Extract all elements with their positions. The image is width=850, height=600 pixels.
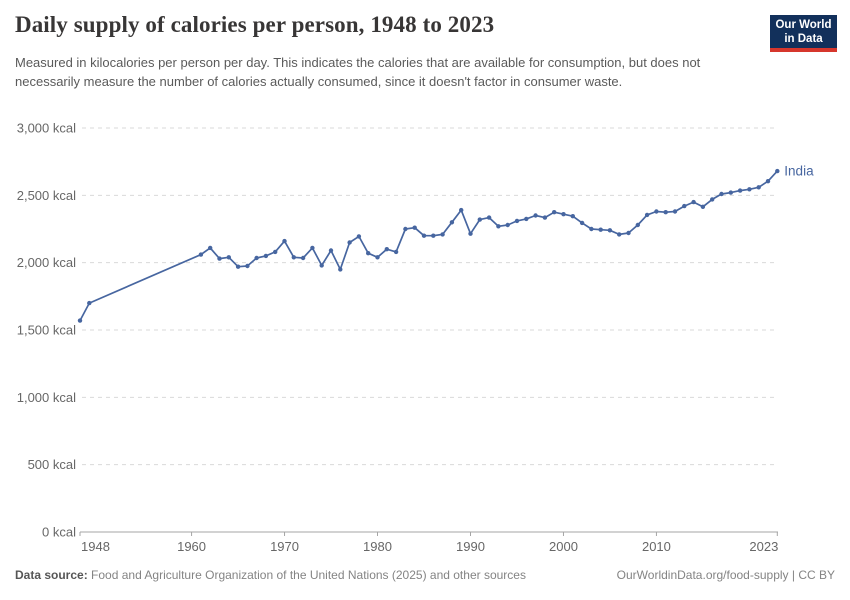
line-path xyxy=(79,170,779,322)
data-point xyxy=(384,247,389,252)
data-point xyxy=(338,267,343,272)
data-point xyxy=(226,255,231,260)
data-source-text: Food and Agriculture Organization of the… xyxy=(87,568,526,582)
data-point xyxy=(505,222,510,228)
x-tick-label: 2000 xyxy=(549,539,578,554)
data-point xyxy=(552,210,557,215)
data-point xyxy=(291,255,296,260)
line-chart: 0 kcal 500 kcal 1,000 kcal 1,500 kcal 2,000 … xyxy=(17,121,814,555)
data-point xyxy=(77,318,83,323)
data-point xyxy=(747,187,752,192)
data-point xyxy=(449,220,455,225)
data-point xyxy=(719,191,724,197)
data-point xyxy=(672,209,678,214)
x-tick-label: 1948 xyxy=(81,539,110,554)
data-point xyxy=(542,215,548,220)
chart-subtitle: Measured in kilocalories per person per … xyxy=(15,55,701,89)
x-tick-label: 1990 xyxy=(456,539,485,554)
data-point xyxy=(459,207,464,213)
owid-logo-line1: Our World xyxy=(775,19,832,31)
y-tick-label: 0 kcal xyxy=(42,525,76,540)
data-point xyxy=(393,249,399,255)
owid-url-link[interactable]: OurWorldinData.org/food-supply | CC BY xyxy=(616,568,835,582)
data-point xyxy=(263,253,269,259)
series-india-line xyxy=(77,168,780,323)
data-point xyxy=(235,264,241,269)
data-point xyxy=(486,215,492,220)
data-point xyxy=(589,226,594,232)
data-point xyxy=(366,251,371,256)
data-point xyxy=(245,263,250,269)
data-point xyxy=(728,190,733,195)
data-point xyxy=(421,233,427,238)
data-point xyxy=(310,245,315,251)
data-point xyxy=(208,245,213,251)
x-axis: 1948 1960 1970 1980 1990 2000 2010 2023 xyxy=(79,531,778,554)
x-tick-label: 2010 xyxy=(642,539,671,554)
data-point xyxy=(775,168,780,174)
data-point xyxy=(700,204,706,209)
y-tick-label: 500 kcal xyxy=(28,457,77,472)
data-point xyxy=(654,209,659,214)
data-point xyxy=(524,216,529,222)
data-point xyxy=(431,233,436,238)
data-point xyxy=(682,203,687,209)
data-point xyxy=(644,212,650,218)
data-point xyxy=(273,249,278,255)
data-point xyxy=(496,224,501,229)
data-point xyxy=(328,248,334,253)
data-point xyxy=(319,263,324,268)
x-tick-label: 1980 xyxy=(363,539,392,554)
chart-footer: Data source: Food and Agriculture Organi… xyxy=(15,568,835,582)
data-point xyxy=(403,226,408,232)
data-point xyxy=(617,232,622,237)
data-point xyxy=(440,232,445,237)
page-title: Daily supply of calories per person, 194… xyxy=(15,12,495,37)
data-point xyxy=(561,212,566,217)
data-point xyxy=(477,217,482,222)
data-point xyxy=(607,228,613,233)
data-point xyxy=(468,231,473,236)
data-point xyxy=(347,240,352,245)
x-tick-label: 1960 xyxy=(177,539,206,554)
data-point xyxy=(570,214,575,219)
data-point xyxy=(87,300,92,306)
data-point xyxy=(737,188,743,193)
data-point xyxy=(598,227,603,232)
series-label-india: India xyxy=(784,164,814,179)
data-point xyxy=(300,255,306,261)
data-point xyxy=(533,213,538,218)
data-point xyxy=(375,255,380,260)
data-point xyxy=(765,179,771,184)
y-tick-label: 1,500 kcal xyxy=(17,323,76,338)
data-point xyxy=(514,218,520,224)
data-point xyxy=(663,210,668,215)
y-tick-label: 3,000 kcal xyxy=(17,121,76,136)
data-point xyxy=(198,252,204,257)
data-point xyxy=(282,238,287,244)
x-tick-label: 2023 xyxy=(749,539,778,554)
x-tick-label: 1970 xyxy=(270,539,299,554)
data-point xyxy=(254,255,259,261)
data-point xyxy=(635,222,640,228)
gridlines: 0 kcal 500 kcal 1,000 kcal 1,500 kcal 2,000 … xyxy=(17,121,778,540)
data-point xyxy=(626,230,631,236)
data-point xyxy=(412,225,417,230)
y-tick-label: 2,500 kcal xyxy=(17,188,76,203)
owid-logo[interactable]: Our World in Data xyxy=(770,15,837,52)
y-tick-label: 1,000 kcal xyxy=(17,390,76,405)
owid-logo-line2: in Data xyxy=(784,33,823,45)
data-point xyxy=(356,234,362,239)
y-tick-label: 2,000 kcal xyxy=(17,255,76,270)
data-source-label: Data source: xyxy=(15,568,88,582)
data-point xyxy=(579,220,585,226)
data-point xyxy=(710,197,715,202)
data-point xyxy=(756,185,761,190)
data-point xyxy=(217,256,222,261)
data-point xyxy=(691,199,696,205)
